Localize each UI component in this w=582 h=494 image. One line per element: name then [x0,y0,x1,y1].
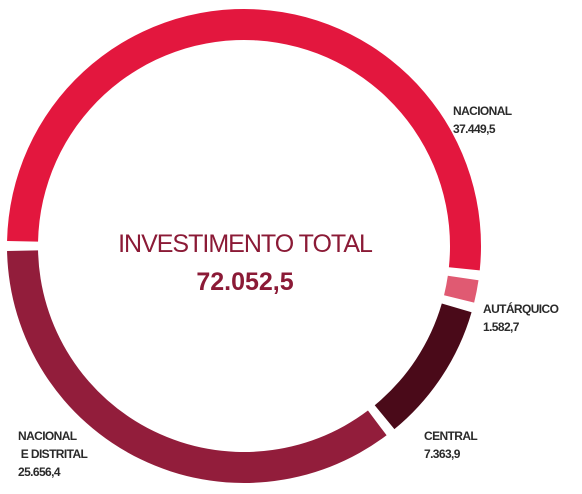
segment-label: NACIONAL [453,104,512,118]
label-line: NACIONAL [18,429,77,443]
donut-segment [444,275,479,303]
segment-label: AUTÁRQUICO [483,301,559,316]
segment-label: CENTRAL [424,429,477,443]
segment-value: 7.363,9 [424,447,461,461]
segment-value: 25.656,4 [18,465,61,479]
segment-label: NACIONAL E DISTRITAL [18,429,88,461]
label-line: E DISTRITAL [18,447,88,461]
label-line: NACIONAL [453,104,512,118]
label-line: AUTÁRQUICO [483,301,559,316]
segment-value: 1.582,7 [483,320,520,334]
center-title: INVESTIMENTO TOTAL [118,230,373,258]
label-line: CENTRAL [424,429,477,443]
donut-segment [7,250,387,483]
donut-segment [374,303,472,430]
segment-value: 37.449,5 [453,122,496,136]
center-total: 72.052,5 [196,268,293,296]
donut-segment [7,9,482,271]
